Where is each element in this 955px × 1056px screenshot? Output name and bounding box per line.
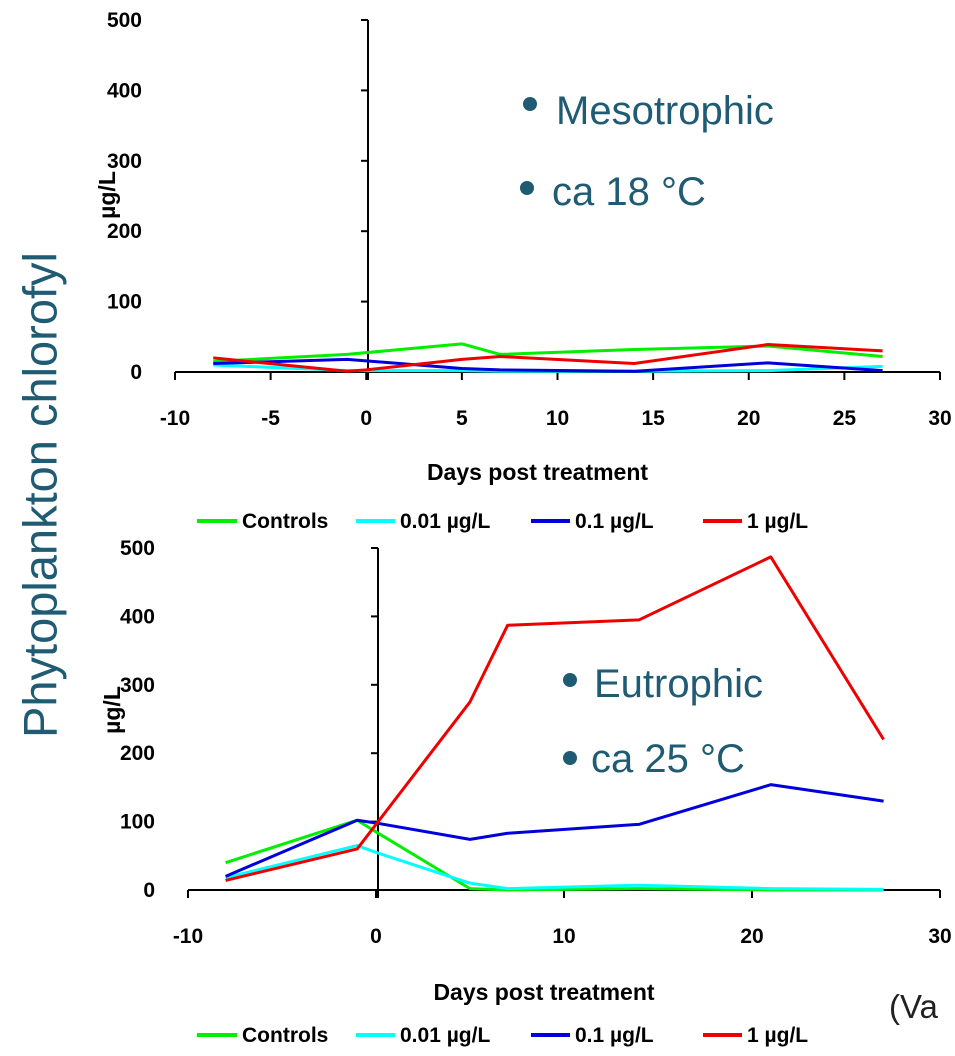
x-tick-label: 20 [737, 407, 760, 430]
annotation-text: ca 18 °C [552, 170, 706, 214]
series-line-3 [225, 783, 884, 878]
x-tick-label: -10 [173, 925, 203, 948]
x-tick-label: 5 [456, 407, 468, 430]
annotation-text: Mesotrophic [556, 89, 774, 133]
annotation-bullet [563, 751, 577, 765]
y-tick-label: 400 [107, 79, 142, 102]
y-axis-label: µg/L [99, 686, 125, 734]
legend-label: 0.01 µg/L [400, 510, 490, 533]
x-tick-label: 10 [546, 407, 569, 430]
series-line-2 [225, 844, 884, 891]
x-tick-label: 15 [641, 407, 665, 430]
x-tick-label: 10 [552, 925, 575, 948]
annotation-bullet [563, 673, 577, 687]
series-line-4 [213, 343, 883, 373]
x-axis-label: Days post treatment [427, 459, 648, 485]
y-tick-label: 300 [107, 150, 142, 173]
x-tick-label: 30 [928, 925, 951, 948]
legend-label: 0.1 µg/L [575, 510, 654, 533]
legend-label: Controls [242, 1024, 328, 1047]
annotation-bullet [523, 97, 537, 111]
x-tick-label: 25 [833, 407, 857, 430]
annotation-bullet [520, 181, 534, 195]
x-tick-label: -5 [261, 407, 280, 430]
x-axis-label: Days post treatment [433, 979, 654, 1005]
y-tick-label: 200 [107, 220, 142, 243]
x-tick-label: 30 [928, 407, 951, 430]
x-tick-label: 20 [740, 925, 763, 948]
legend-label: 1 µg/L [747, 1024, 808, 1047]
annotation-text: Eutrophic [594, 662, 763, 706]
y-tick-label: 500 [107, 9, 142, 32]
series-line-4 [225, 555, 885, 882]
y-tick-label: 0 [130, 361, 142, 384]
legend-label: 0.01 µg/L [400, 1024, 490, 1047]
legend-label: 1 µg/L [747, 510, 808, 533]
x-tick-label: 0 [370, 925, 382, 948]
y-axis-label: µg/L [94, 171, 120, 219]
x-tick-label: 0 [360, 407, 372, 430]
x-tick-label: -10 [160, 407, 190, 430]
y-tick-label: 100 [107, 291, 142, 314]
y-tick-label: 400 [120, 605, 155, 628]
legend-label: Controls [242, 510, 328, 533]
y-tick-label: 100 [120, 811, 155, 834]
y-tick-label: 0 [143, 879, 155, 902]
series-line-3 [213, 357, 883, 373]
y-tick-label: 500 [120, 537, 155, 560]
annotation-text: ca 25 °C [591, 737, 745, 781]
citation-fragment: (Va [889, 988, 938, 1025]
legend-label: 0.1 µg/L [575, 1024, 654, 1047]
y-tick-label: 300 [120, 674, 155, 697]
y-tick-label: 200 [120, 742, 155, 765]
